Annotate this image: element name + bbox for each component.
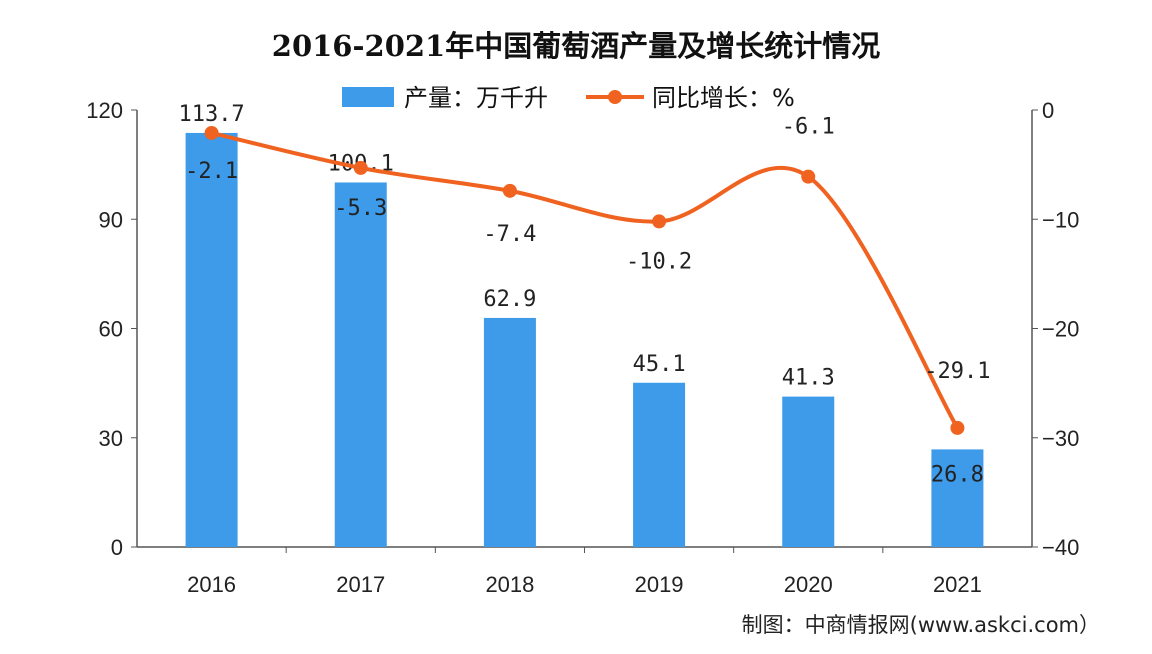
- right-tick-label: −30: [1042, 426, 1079, 451]
- growth-line: [211, 130, 960, 429]
- growth-label: -2.1: [185, 159, 238, 184]
- growth-label: -6.1: [782, 115, 835, 140]
- right-tick-label: −10: [1042, 207, 1079, 232]
- x-tick-label: 2021: [933, 572, 982, 597]
- bar: [483, 317, 536, 547]
- bar-label: 26.8: [931, 462, 984, 487]
- legend-line-label: 同比增长：%: [652, 84, 795, 112]
- bar: [633, 382, 686, 547]
- legend-bar-label: 产量：万千升: [404, 84, 548, 112]
- legend-bar-swatch: [342, 87, 394, 107]
- growth-point: [801, 169, 816, 184]
- right-tick-label: −20: [1042, 317, 1079, 342]
- x-tick-label: 2017: [336, 572, 385, 597]
- chart-title: 2016-2021年中国葡萄酒产量及增长统计情况: [272, 29, 880, 63]
- legend-line-marker: [608, 90, 622, 104]
- x-tick-label: 2019: [635, 572, 684, 597]
- source-note: 制图：中商情报网(www.askci.com）: [742, 613, 1100, 637]
- left-tick-label: 0: [111, 535, 123, 560]
- growth-point: [502, 183, 517, 198]
- bar: [334, 182, 387, 547]
- bar-label: 62.9: [483, 287, 536, 312]
- left-tick-label: 30: [99, 426, 123, 451]
- growth-label: -7.4: [483, 222, 536, 247]
- growth-point: [950, 420, 965, 435]
- legend: 产量：万千升 同比增长：%: [342, 84, 795, 112]
- left-tick-label: 90: [99, 207, 123, 232]
- left-tick-label: 60: [99, 317, 123, 342]
- growth-label: -29.1: [924, 359, 990, 384]
- growth-label: -5.3: [334, 196, 387, 221]
- bar: [931, 449, 984, 547]
- x-tick-label: 2018: [485, 572, 534, 597]
- left-tick-label: 120: [86, 98, 123, 123]
- x-tick-label: 2020: [784, 572, 833, 597]
- bar-label: 41.3: [782, 366, 835, 391]
- growth-label: -10.2: [626, 249, 692, 274]
- right-tick-label: 0: [1042, 98, 1054, 123]
- right-tick-label: −40: [1042, 535, 1079, 560]
- growth-point: [652, 214, 667, 229]
- bar-label: 113.7: [178, 102, 244, 127]
- bar: [782, 396, 835, 547]
- growth-point: [204, 125, 219, 140]
- bar: [185, 132, 238, 547]
- x-tick-label: 2016: [187, 572, 236, 597]
- growth-point: [353, 160, 368, 175]
- bar-label: 45.1: [633, 352, 686, 377]
